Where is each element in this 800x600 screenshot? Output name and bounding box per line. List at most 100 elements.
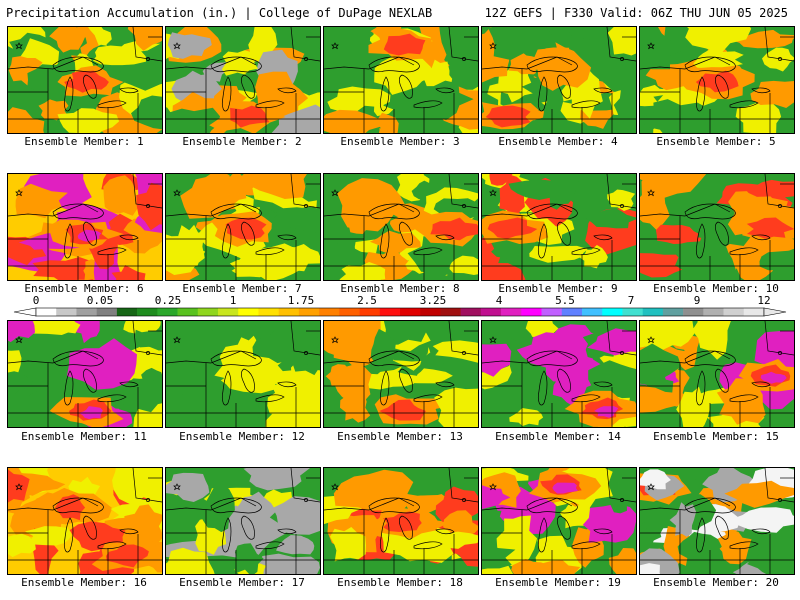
member-label-1: Ensemble Member: 1 — [24, 135, 144, 148]
legend-swatch — [319, 308, 340, 316]
precip-field-11 — [8, 321, 162, 427]
member-map-12 — [165, 320, 321, 428]
legend-swatch — [400, 308, 421, 316]
legend-swatch — [480, 308, 502, 316]
legend-swatch — [440, 308, 461, 316]
legend-swatch — [76, 308, 97, 316]
precip-field-2 — [166, 27, 320, 133]
member-map-4 — [481, 26, 637, 134]
member-map-1 — [7, 26, 163, 134]
legend-swatch — [420, 308, 441, 316]
legend-tick-label: 5.5 — [555, 294, 575, 307]
precip-field-7 — [166, 174, 320, 280]
member-label-8: Ensemble Member: 8 — [340, 282, 460, 295]
member-map-10 — [639, 173, 795, 281]
precip-field-10 — [640, 174, 794, 280]
precip-field-6 — [8, 174, 162, 280]
member-label-11: Ensemble Member: 11 — [21, 430, 147, 443]
color-legend: 0 0.05 0.25 1 1.75 2.5 3.25 4 5.5 7 9 12 — [0, 294, 800, 318]
legend-color-bar — [13, 307, 787, 317]
precip-field-16 — [8, 468, 162, 574]
legend-swatch — [36, 308, 57, 316]
member-label-7: Ensemble Member: 7 — [182, 282, 302, 295]
legend-swatch — [622, 308, 643, 316]
legend-swatch — [157, 308, 178, 316]
member-map-13 — [323, 320, 479, 428]
member-label-14: Ensemble Member: 14 — [495, 430, 621, 443]
precip-field-9 — [482, 174, 636, 280]
legend-swatch — [460, 308, 482, 316]
member-map-15 — [639, 320, 795, 428]
member-label-17: Ensemble Member: 17 — [179, 576, 305, 589]
precip-field-12 — [166, 321, 320, 427]
member-map-6 — [7, 173, 163, 281]
legend-swatch — [218, 308, 239, 316]
legend-swatch — [501, 308, 522, 316]
legend-tick-label: 4 — [495, 294, 503, 307]
precip-field-18 — [324, 468, 478, 574]
member-map-17 — [165, 467, 321, 575]
legend-swatch — [56, 308, 77, 316]
legend-swatch — [278, 308, 300, 316]
member-map-9 — [481, 173, 637, 281]
legend-swatch — [359, 308, 381, 316]
legend-tick-label: 9 — [693, 294, 701, 307]
member-label-12: Ensemble Member: 12 — [179, 430, 305, 443]
member-map-18 — [323, 467, 479, 575]
legend-swatch — [116, 308, 138, 316]
legend-tick-label: 12 — [757, 294, 771, 307]
legend-tick-label: 0.25 — [154, 294, 182, 307]
map-title: Precipitation Accumulation (in.) | Colle… — [6, 6, 433, 20]
legend-min-arrow — [13, 307, 37, 317]
precip-field-5 — [640, 27, 794, 133]
legend-swatch — [521, 308, 542, 316]
precip-field-3 — [324, 27, 478, 133]
member-map-7 — [165, 173, 321, 281]
member-label-19: Ensemble Member: 19 — [495, 576, 621, 589]
legend-swatch — [743, 308, 765, 316]
member-map-3 — [323, 26, 479, 134]
precip-field-14 — [482, 321, 636, 427]
legend-swatch — [258, 308, 279, 316]
member-map-14 — [481, 320, 637, 428]
legend-tick-label: 1 — [229, 294, 237, 307]
member-label-2: Ensemble Member: 2 — [182, 135, 302, 148]
legend-swatch — [96, 308, 118, 316]
precip-field-1 — [8, 27, 162, 133]
member-label-20: Ensemble Member: 20 — [653, 576, 779, 589]
legend-swatch — [582, 308, 603, 316]
legend-tick-label: 2.5 — [357, 294, 377, 307]
member-label-4: Ensemble Member: 4 — [498, 135, 618, 148]
legend-swatch — [238, 308, 259, 316]
legend-swatch — [541, 308, 563, 316]
legend-tick-label: 3.25 — [419, 294, 447, 307]
member-map-5 — [639, 26, 795, 134]
model-run-info: 12Z GEFS | F330 Valid: 06Z THU JUN 05 20… — [484, 6, 788, 20]
legend-swatch — [662, 308, 684, 316]
precip-field-13 — [324, 321, 478, 427]
legend-max-arrow — [763, 307, 787, 317]
legend-swatch — [379, 308, 401, 316]
legend-tick-label: 1.75 — [287, 294, 315, 307]
legend-swatch — [642, 308, 664, 316]
member-map-11 — [7, 320, 163, 428]
member-label-10: Ensemble Member: 10 — [653, 282, 779, 295]
legend-tick-label: 0 — [32, 294, 40, 307]
member-map-16 — [7, 467, 163, 575]
legend-tick-label: 0.05 — [86, 294, 114, 307]
member-label-18: Ensemble Member: 18 — [337, 576, 463, 589]
legend-tick-label: 7 — [627, 294, 635, 307]
legend-swatch — [339, 308, 360, 316]
precip-field-8 — [324, 174, 478, 280]
member-map-2 — [165, 26, 321, 134]
member-label-16: Ensemble Member: 16 — [21, 576, 147, 589]
member-map-19 — [481, 467, 637, 575]
precip-field-20 — [640, 468, 794, 574]
member-label-9: Ensemble Member: 9 — [498, 282, 618, 295]
legend-swatch — [602, 308, 623, 316]
member-label-13: Ensemble Member: 13 — [337, 430, 463, 443]
member-map-8 — [323, 173, 479, 281]
precip-field-17 — [166, 468, 320, 574]
member-map-20 — [639, 467, 795, 575]
member-label-15: Ensemble Member: 15 — [653, 430, 779, 443]
